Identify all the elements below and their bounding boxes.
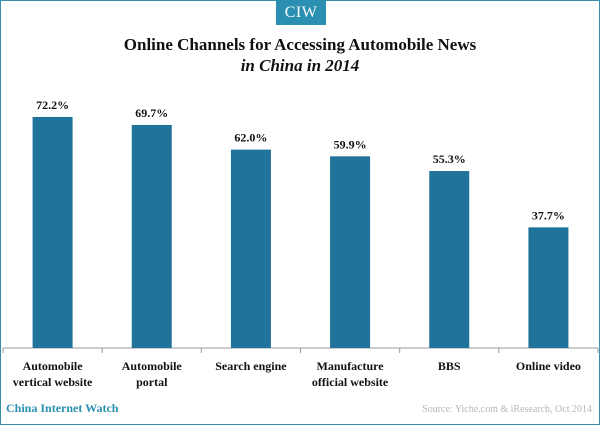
value-label-2: 69.7% (135, 106, 168, 120)
value-label-1: 72.2% (36, 98, 69, 112)
ciw-logo: CIW (276, 0, 326, 25)
category-label-4-line-1: Manufacture (317, 359, 385, 373)
chart-title-line-2: in China in 2014 (240, 56, 360, 75)
value-label-5: 55.3% (433, 152, 466, 166)
bar-2 (131, 124, 172, 349)
category-label-1-line-2: vertical website (13, 375, 93, 389)
category-label-1-line-1: Automobile (23, 359, 84, 373)
category-label-3: Search engine (215, 359, 287, 373)
bar-4 (330, 156, 371, 348)
bar-3 (230, 149, 271, 348)
value-label-3: 62.0% (234, 131, 267, 145)
chart-title-line-1: Online Channels for Accessing Automobile… (123, 35, 477, 54)
source-note: Source: Yiche.com & iResearch, Oct 2014 (422, 404, 592, 415)
category-label-2-line-2: portal (136, 375, 168, 389)
category-label-4-line-2: official website (312, 375, 389, 389)
bar-5 (429, 171, 470, 348)
bar-1 (32, 116, 73, 349)
bar-6 (528, 227, 569, 348)
category-label-6: Online video (516, 359, 581, 373)
value-label-4: 59.9% (334, 137, 367, 151)
category-label-2-line-1: Automobile (122, 359, 183, 373)
value-label-6: 37.7% (532, 208, 565, 222)
footer-brand: China Internet Watch (6, 401, 119, 415)
category-label-5: BBS (438, 359, 461, 373)
